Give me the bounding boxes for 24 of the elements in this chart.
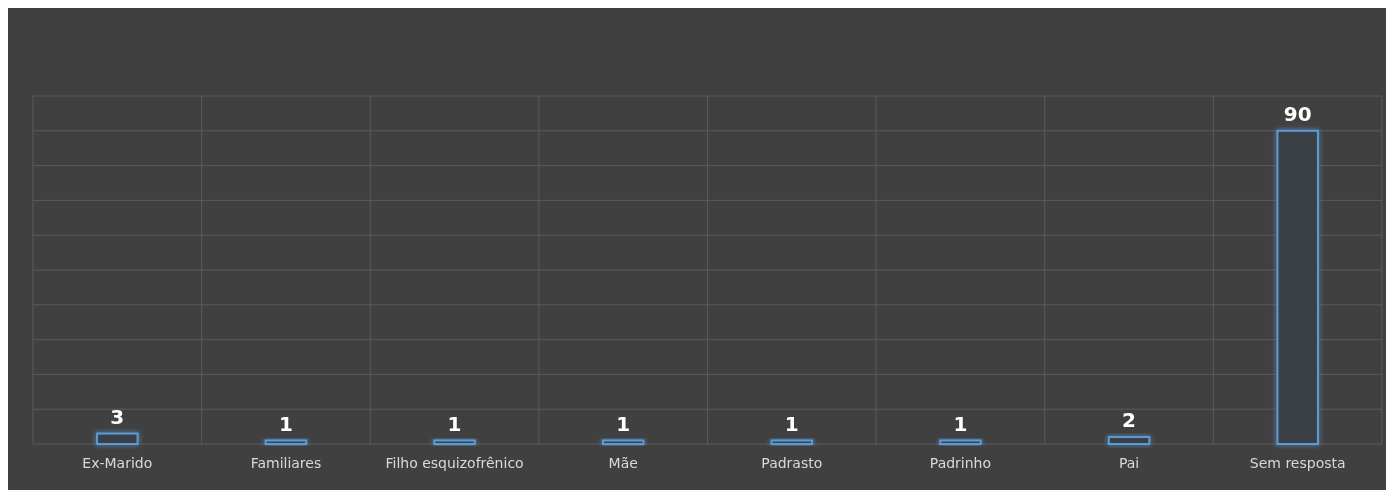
x-tick-label: Pai xyxy=(1118,455,1140,471)
x-tick-label: Padrinho xyxy=(929,455,992,471)
bar xyxy=(1276,129,1319,445)
data-label: 90 xyxy=(1283,101,1312,126)
x-tick-label: Mãe xyxy=(608,455,638,471)
data-label: 2 xyxy=(1122,408,1137,433)
data-label: 1 xyxy=(447,411,462,436)
data-label: 1 xyxy=(616,411,631,436)
bar xyxy=(601,439,645,445)
bar xyxy=(1107,436,1151,445)
x-tick-label: Padrasto xyxy=(761,455,823,471)
bar xyxy=(770,439,814,445)
x-tick-label: Ex-Marido xyxy=(82,455,153,471)
x-tick-label: Sem resposta xyxy=(1249,455,1346,471)
data-label: 3 xyxy=(110,404,125,429)
bar xyxy=(939,439,982,445)
data-label: 1 xyxy=(278,411,293,436)
bar xyxy=(96,432,139,445)
bar xyxy=(433,439,476,445)
bar xyxy=(264,439,308,445)
data-label: 1 xyxy=(784,411,799,436)
data-label: 1 xyxy=(953,411,968,436)
x-tick-label: Filho esquizofrênico xyxy=(385,455,524,471)
x-tick-label: Familiares xyxy=(250,455,322,471)
